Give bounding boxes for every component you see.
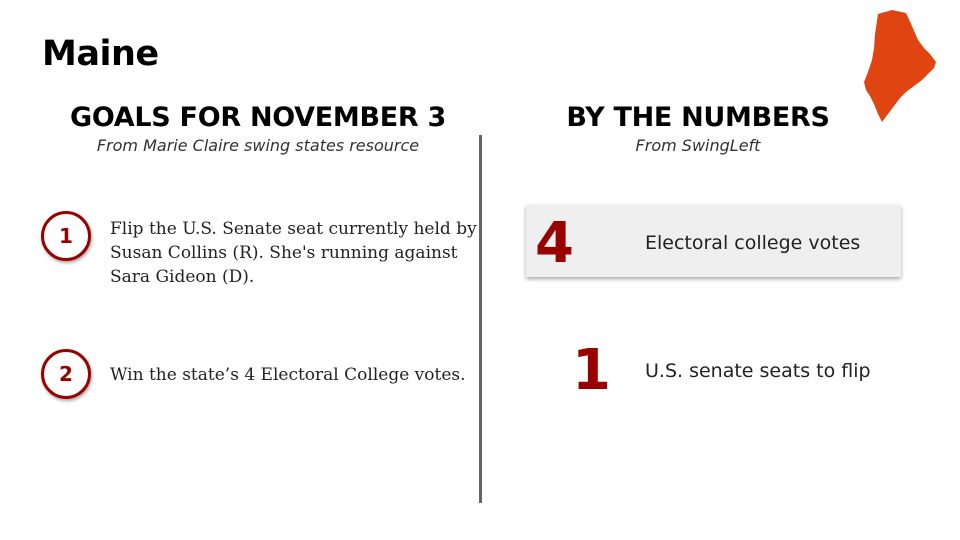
goal-number-badge: 1: [41, 211, 91, 261]
numbers-subheading: From SwingLeft: [635, 136, 761, 155]
goals-subheading: From Marie Claire swing states resource: [96, 136, 420, 155]
goal-text: Win the state’s 4 Electoral College vote…: [110, 365, 466, 385]
stat-value: 4: [535, 211, 574, 276]
page-title: Maine: [42, 34, 159, 74]
stat-value: 1: [572, 338, 611, 403]
goals-heading: GOALS FOR NOVEMBER 3: [70, 102, 446, 133]
stat-label: Electoral college votes: [645, 232, 861, 254]
numbers-heading: BY THE NUMBERS: [566, 102, 830, 133]
stat-card: [526, 205, 901, 277]
goal-text: Flip the U.S. Senate seat currently held…: [110, 219, 477, 287]
column-divider: [479, 135, 482, 503]
stat-label: U.S. senate seats to flip: [645, 360, 871, 382]
maine-state-map-icon: [864, 10, 936, 122]
goal-number-badge: 2: [41, 349, 91, 399]
